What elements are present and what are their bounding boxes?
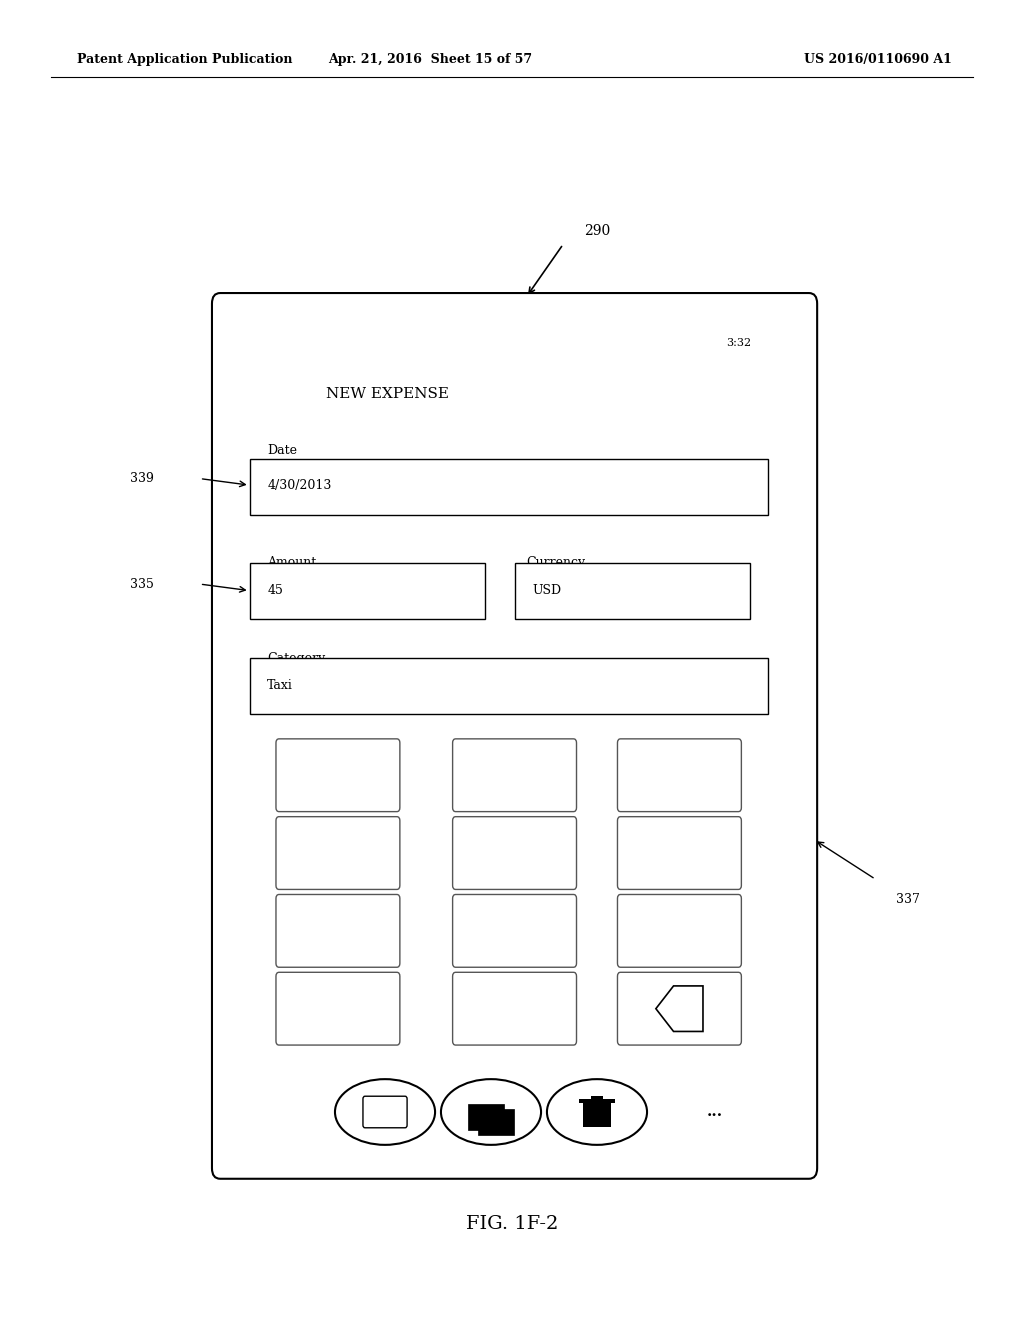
FancyBboxPatch shape (275, 973, 399, 1045)
Text: Apr. 21, 2016  Sheet 15 of 57: Apr. 21, 2016 Sheet 15 of 57 (328, 53, 532, 66)
FancyBboxPatch shape (275, 817, 399, 890)
FancyBboxPatch shape (275, 895, 399, 968)
Text: 45: 45 (267, 585, 284, 597)
Text: 9: 9 (675, 924, 684, 939)
Ellipse shape (441, 1080, 541, 1144)
Text: ...: ... (707, 1105, 723, 1119)
Text: 1: 1 (334, 768, 342, 783)
Text: Category: Category (267, 652, 326, 664)
Bar (250, 659, 768, 714)
FancyBboxPatch shape (617, 973, 741, 1045)
Text: 7: 7 (334, 924, 342, 939)
Text: 3: 3 (675, 768, 684, 783)
Bar (250, 562, 485, 619)
Text: Date: Date (267, 444, 297, 457)
Text: 5: 5 (510, 846, 519, 861)
Text: 4/30/2013: 4/30/2013 (267, 479, 332, 491)
Text: Taxi: Taxi (267, 680, 293, 692)
Text: .: . (336, 1002, 340, 1015)
Text: 4: 4 (334, 846, 342, 861)
Text: NEW EXPENSE: NEW EXPENSE (326, 387, 450, 401)
FancyBboxPatch shape (212, 293, 817, 1179)
Text: 339: 339 (130, 473, 154, 484)
Text: FIG. 1F-2: FIG. 1F-2 (466, 1214, 558, 1233)
Bar (514, 562, 750, 619)
Text: 290: 290 (584, 224, 610, 238)
Text: Currency: Currency (526, 557, 586, 569)
FancyBboxPatch shape (617, 739, 741, 812)
Text: 2: 2 (510, 768, 519, 783)
Text: Amount: Amount (267, 557, 316, 569)
FancyBboxPatch shape (469, 1104, 504, 1130)
Ellipse shape (335, 1080, 435, 1144)
FancyBboxPatch shape (453, 895, 577, 968)
Ellipse shape (547, 1080, 647, 1144)
Bar (250, 459, 768, 515)
Text: 337: 337 (896, 892, 920, 906)
Text: 6: 6 (675, 846, 684, 861)
FancyBboxPatch shape (362, 1096, 408, 1127)
FancyBboxPatch shape (617, 817, 741, 890)
Text: 3:32: 3:32 (726, 338, 751, 347)
FancyBboxPatch shape (453, 739, 577, 812)
Text: 335: 335 (130, 578, 154, 590)
Text: US 2016/0110690 A1: US 2016/0110690 A1 (805, 53, 952, 66)
Text: Patent Application Publication: Patent Application Publication (77, 53, 292, 66)
FancyBboxPatch shape (275, 739, 399, 812)
FancyBboxPatch shape (617, 895, 741, 968)
Text: 8: 8 (510, 924, 519, 939)
FancyBboxPatch shape (584, 1102, 610, 1127)
Text: USD: USD (532, 585, 561, 597)
Bar (591, 1096, 603, 1100)
Text: 0: 0 (510, 1002, 519, 1015)
FancyBboxPatch shape (453, 973, 577, 1045)
Bar (580, 1098, 614, 1102)
FancyBboxPatch shape (478, 1109, 513, 1135)
FancyBboxPatch shape (453, 817, 577, 890)
